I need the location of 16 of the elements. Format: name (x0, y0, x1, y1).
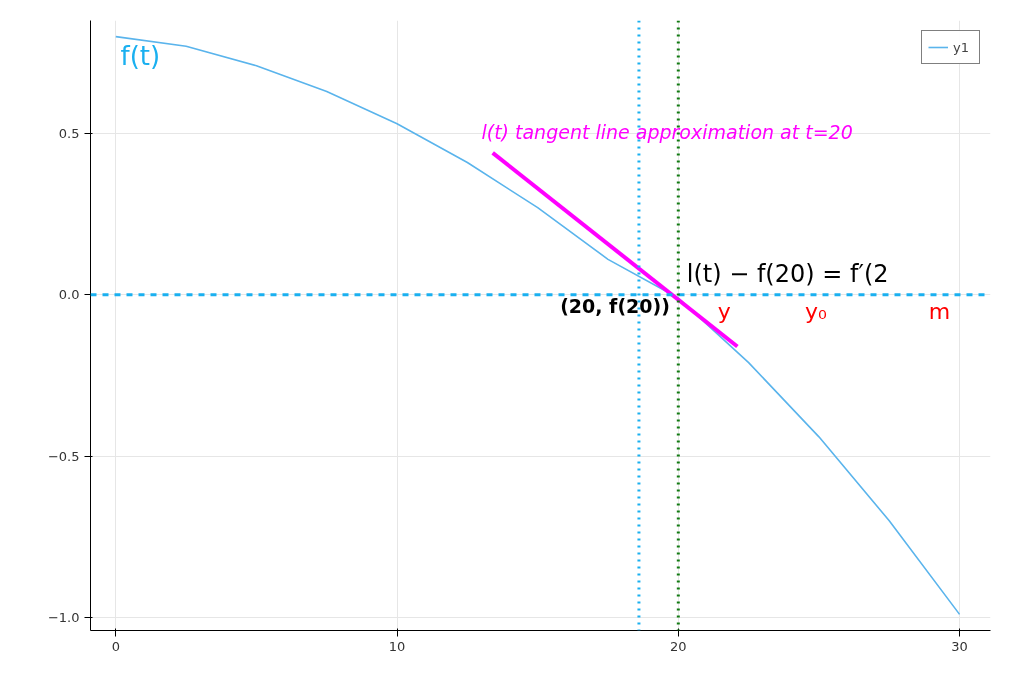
legend-label: y1 (953, 39, 970, 55)
annotation: (20, f(20)) (560, 294, 670, 317)
x-tick-label: 10 (388, 638, 406, 654)
annotation: f(t) (120, 40, 161, 71)
y-tick-label: 0.0 (58, 287, 80, 303)
annotation: y₀ (804, 298, 827, 324)
x-tick-label: 20 (670, 638, 687, 654)
annotation: m (928, 298, 951, 324)
y-tick-label: 0.5 (58, 125, 80, 141)
x-tick-label: 30 (951, 638, 968, 654)
y-tick-label: −0.5 (47, 448, 80, 464)
annotation: y (717, 298, 731, 324)
x-tick-label: 0 (111, 638, 120, 654)
y-tick-label: −1.0 (47, 610, 80, 626)
annotation: l(t) tangent line approximation at t=20 (481, 121, 853, 144)
annotation: l(t) − f(20) = f′(2 (686, 260, 889, 289)
